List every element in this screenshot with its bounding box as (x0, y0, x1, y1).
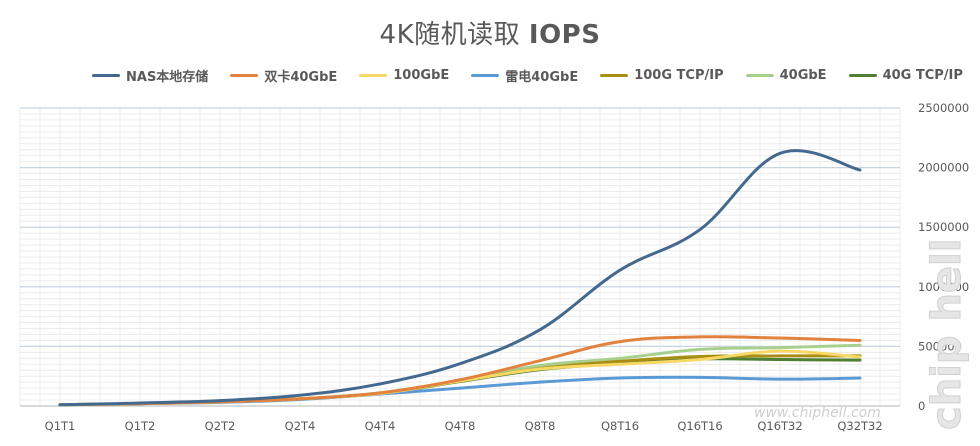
legend-label: 雷电40GbE (505, 70, 579, 85)
x-tick-label: Q8T16 (601, 419, 639, 433)
legend-swatch (230, 74, 259, 77)
y-tick-label: 0 (918, 399, 925, 413)
x-tick-label: Q8T8 (525, 419, 556, 433)
x-tick-label: Q2T2 (205, 419, 236, 433)
y-tick-label: 2500000 (918, 101, 969, 115)
legend-swatch (471, 74, 500, 77)
legend-label: 100G TCP/IP (634, 68, 724, 83)
chart-title-main: 4K随机读取 (379, 20, 521, 50)
series-line-1 (58, 149, 862, 407)
watermark: www.chiphell.com chip hell (754, 238, 971, 430)
watermark-url: www.chiphell.com (754, 405, 881, 421)
chart-title: 4K随机读取 IOPS (0, 14, 980, 51)
x-tick-label: Q1T2 (125, 419, 156, 433)
y-tick-label: 1000000 (918, 280, 969, 294)
legend-label: 100GbE (393, 68, 450, 83)
legend-label: NAS本地存储 (126, 70, 209, 85)
legend-label: 40GbE (779, 68, 827, 83)
x-tick-label: Q1T1 (45, 419, 76, 433)
legend-item: NAS本地存储 (92, 66, 208, 85)
chart-title-bold: IOPS (528, 20, 601, 50)
legend-item: 100G TCP/IP (600, 66, 724, 85)
x-tick-label: Q4T8 (445, 419, 476, 433)
x-tick-label: Q16T16 (677, 419, 722, 433)
y-tick-label: 2000000 (918, 161, 969, 175)
legend-item: 100GbE (359, 66, 449, 85)
legend-swatch (92, 74, 120, 77)
legend-swatch (745, 74, 774, 77)
x-tick-label: Q16T32 (757, 419, 802, 433)
y-tick-label: 1500000 (918, 220, 969, 234)
legend-item: 40GbE (745, 66, 827, 85)
legend-swatch (848, 74, 877, 77)
x-tick-label: Q32T32 (837, 419, 882, 433)
y-tick-label: 500000 (918, 339, 962, 353)
legend-item: 双卡40GbE (230, 66, 337, 85)
legend-item: 雷电40GbE (471, 66, 578, 85)
legend-swatch (600, 74, 629, 77)
x-tick-label: Q4T4 (365, 419, 396, 433)
chart-legend: NAS本地存储 双卡40GbE 100GbE 雷电40GbE 100G TCP/IP 40… (92, 66, 963, 85)
legend-swatch (359, 74, 388, 77)
x-tick-label: Q2T4 (285, 419, 316, 433)
legend-label: 双卡40GbE (264, 70, 338, 85)
minor-grid (19, 107, 901, 407)
watermark-logo: chip hell (924, 239, 970, 430)
legend-item: 40G TCP/IP (848, 66, 963, 85)
legend-label: 40G TCP/IP (882, 68, 963, 83)
